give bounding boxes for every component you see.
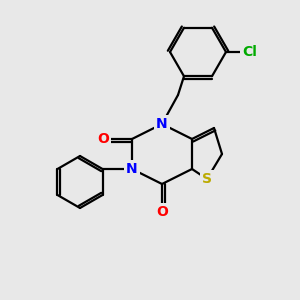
Text: N: N	[156, 117, 168, 131]
Text: O: O	[156, 205, 168, 219]
Text: N: N	[126, 162, 138, 176]
Text: S: S	[202, 172, 212, 186]
Text: O: O	[97, 132, 109, 146]
Text: Cl: Cl	[243, 45, 257, 59]
